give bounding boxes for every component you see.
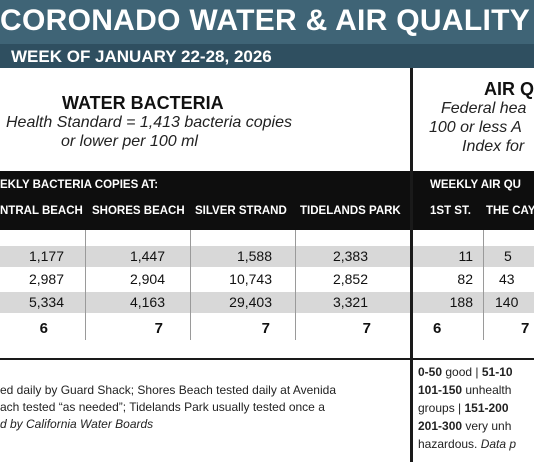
section-divider <box>410 68 413 462</box>
air-section-title: AIR Q <box>484 79 534 99</box>
water-col-silver-strand: SILVER STRAND <box>195 205 287 217</box>
aqi-data-source: Data p <box>480 437 517 451</box>
water-col-divider-3 <box>295 230 296 340</box>
water-col-divider-1 <box>85 230 86 340</box>
water-row-2: 2,987 2,904 10,743 2,852 <box>0 269 410 290</box>
air-bar-heading: WEEKLY AIR QU <box>430 179 521 191</box>
aqi-label-hazardous: hazardous. <box>418 437 481 451</box>
water-col-divider-2 <box>190 230 191 340</box>
water-footnote-line1: ed daily by Guard Shack; Shores Beach te… <box>0 383 336 397</box>
air-r1-c1: 11 <box>458 248 473 264</box>
aqi-label-groups: groups | <box>418 401 465 415</box>
air-row-3: 188 140 <box>413 292 534 313</box>
aqi-legend-line5: hazardous. Data p <box>418 437 516 451</box>
aqi-legend-line2: 101-150 unhealth <box>418 383 511 397</box>
water-row-1: 1,177 1,447 1,588 2,383 <box>0 246 410 267</box>
aqi-legend-line4: 201-300 very unh <box>418 419 511 433</box>
air-r1-c2: 5 <box>504 248 512 264</box>
water-footnote-line2: ach tested “as needed”; Tidelands Park u… <box>0 400 325 414</box>
aqi-legend-line1: 0-50 good | 51-10 <box>418 365 513 379</box>
air-col-the-cays: THE CAY <box>486 205 534 217</box>
water-col-shores-beach: SHORES BEACH <box>92 205 185 217</box>
subtitle-band: WEEK OF JANUARY 22-28, 2026 <box>0 44 534 68</box>
aqi-label-very-unhealthy: very unh <box>462 419 512 433</box>
air-standard-line3: Index for <box>462 138 525 155</box>
page-subtitle: WEEK OF JANUARY 22-28, 2026 <box>11 47 272 66</box>
aqi-range-moderate: 51-10 <box>481 365 513 379</box>
water-r1-c4: 2,383 <box>332 248 368 264</box>
water-r4-c3: 7 <box>261 320 270 337</box>
aqi-range-very-unhealthy: 201-300 <box>418 419 463 433</box>
air-row-1: 11 5 <box>413 246 534 267</box>
water-r3-c1: 5,334 <box>28 294 64 310</box>
water-r4-c2: 7 <box>154 320 163 337</box>
water-row-4: 6 7 7 7 <box>0 318 410 339</box>
water-r3-c4: 3,321 <box>332 294 368 310</box>
water-r3-c2: 4,163 <box>129 294 165 310</box>
air-col-divider-1 <box>483 230 484 340</box>
air-col-1st-st: 1ST ST. <box>430 205 471 217</box>
water-row-3: 5,334 4,163 29,403 3,321 <box>0 292 410 313</box>
water-r1-c1: 1,177 <box>28 248 64 264</box>
aqi-range-sensitive: 101-150 <box>418 383 463 397</box>
water-r4-c4: 7 <box>362 320 371 337</box>
air-r2-c1: 82 <box>457 271 473 287</box>
water-r2-c1: 2,987 <box>28 271 64 287</box>
water-bar-heading: EKLY BACTERIA COPIES AT: <box>0 179 159 191</box>
air-table-header: WEEKLY AIR QU 1ST ST. THE CAY <box>413 171 534 230</box>
water-footnote-source: d by California Water Boards <box>0 417 154 431</box>
aqi-range-good: 0-50 <box>418 365 443 379</box>
water-col-central-beach: NTRAL BEACH <box>0 205 83 217</box>
water-r4-c1: 6 <box>39 320 48 337</box>
air-bottom-rule <box>413 358 534 360</box>
page-title: CORONADO WATER & AIR QUALITY R <box>0 4 534 37</box>
water-standard-line1: Health Standard = 1,413 bacteria copies <box>6 114 292 131</box>
title-band: CORONADO WATER & AIR QUALITY R <box>0 0 534 44</box>
water-r1-c3: 1,588 <box>236 248 272 264</box>
air-r3-c1: 188 <box>449 294 473 310</box>
water-r3-c3: 29,403 <box>229 294 272 310</box>
air-standard-line2: 100 or less A <box>429 119 522 136</box>
water-r2-c4: 2,852 <box>332 271 368 287</box>
water-footnote-line3: d by California Water Boards <box>0 417 153 431</box>
air-r4-c1: 6 <box>433 320 442 337</box>
water-bottom-rule <box>0 358 410 360</box>
water-r1-c2: 1,447 <box>129 248 165 264</box>
aqi-range-unhealthy: 151-200 <box>464 401 509 415</box>
water-r2-c2: 2,904 <box>129 271 165 287</box>
aqi-label-sensitive: unhealth <box>462 383 512 397</box>
air-r2-c2: 43 <box>499 271 515 287</box>
air-row-2: 82 43 <box>413 269 534 290</box>
water-standard-line2: or lower per 100 ml <box>61 133 198 150</box>
air-r4-c2: 7 <box>521 320 530 337</box>
water-r2-c3: 10,743 <box>229 271 272 287</box>
aqi-legend-line3: groups | 151-200 <box>418 401 509 415</box>
air-row-4: 6 7 <box>413 318 534 339</box>
water-section-title: WATER BACTERIA <box>62 93 224 113</box>
water-table-header: EKLY BACTERIA COPIES AT: NTRAL BEACH SHO… <box>0 171 410 230</box>
air-r3-c2: 140 <box>495 294 519 310</box>
air-standard-line1: Federal hea <box>441 100 527 117</box>
aqi-label-good: good | <box>442 365 482 379</box>
water-col-tidelands-park: TIDELANDS PARK <box>300 205 401 217</box>
